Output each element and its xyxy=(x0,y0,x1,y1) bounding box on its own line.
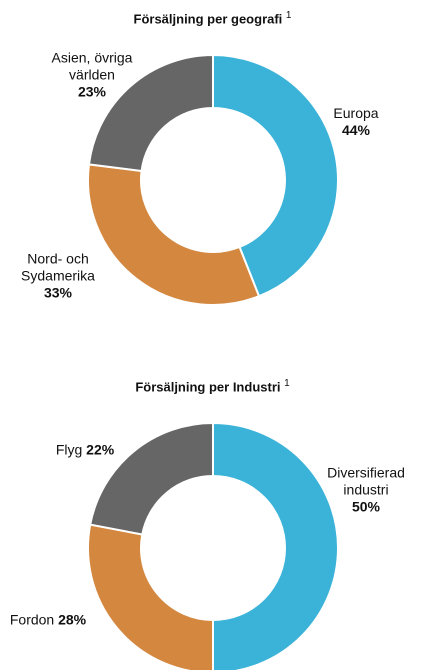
value-label: 23% xyxy=(77,83,107,100)
value-label: 22% xyxy=(86,441,115,458)
chart-title: Försäljning per geografi 1 xyxy=(0,10,425,26)
donut-slice xyxy=(89,421,214,536)
value-label: 28% xyxy=(58,611,87,628)
slice-label: Diversifierad industri 50% xyxy=(311,465,421,516)
footnote-ref: 1 xyxy=(285,10,292,21)
slice-label: Asien, övriga världen 23% xyxy=(37,50,147,101)
slice-label: Flyg 22% xyxy=(56,442,114,459)
title-text: Försäljning per Industri xyxy=(135,379,281,395)
category-name: Europa xyxy=(333,105,379,121)
donut-slice xyxy=(87,163,261,306)
category-name: Diversifierad industri xyxy=(327,464,405,498)
donut-slice xyxy=(87,53,214,173)
slice-label: Europa 44% xyxy=(306,105,406,139)
category-name: Flyg xyxy=(55,441,83,458)
value-label: 50% xyxy=(351,498,381,515)
value-label: 44% xyxy=(341,122,371,138)
donut-slice xyxy=(212,53,339,298)
value-label: 33% xyxy=(43,284,73,301)
slice-label: Fordon 28% xyxy=(10,612,86,629)
donut-slice xyxy=(87,523,214,670)
chart-title: Försäljning per Industri 1 xyxy=(0,378,425,394)
category-name: Fordon xyxy=(9,611,55,628)
donut-slice xyxy=(212,421,339,670)
category-name: Asien, övriga världen xyxy=(51,49,133,83)
slice-label: Nord- och Sydamerika 33% xyxy=(8,251,108,302)
footnote-ref: 1 xyxy=(284,378,290,389)
title-text: Försäljning per geografi xyxy=(133,11,283,27)
category-name: Nord- och Sydamerika xyxy=(21,250,95,284)
